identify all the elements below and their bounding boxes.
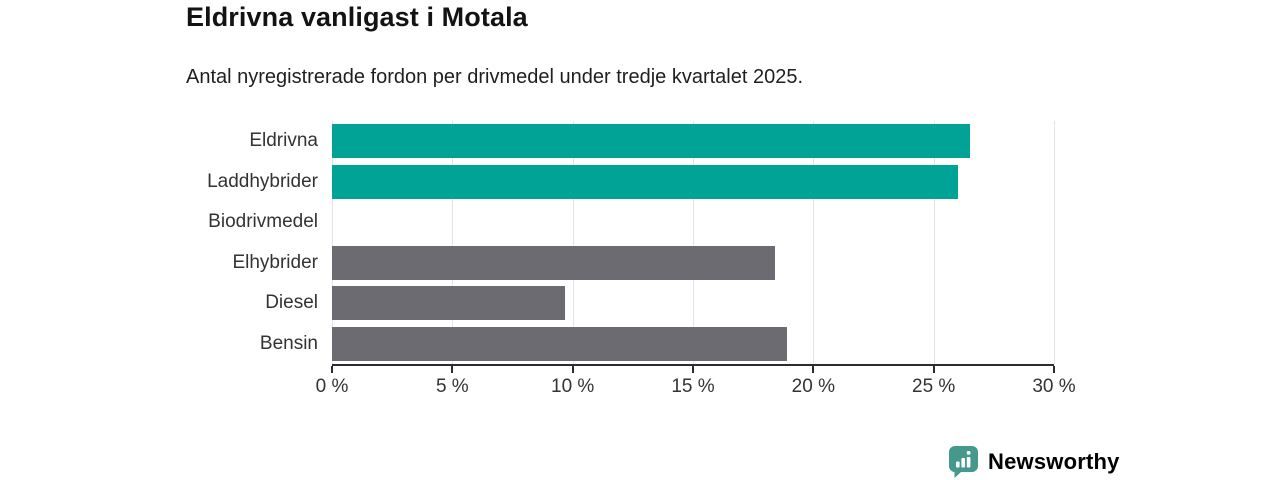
plot-area (332, 121, 1055, 366)
bar-diesel (332, 286, 566, 321)
bar-row (332, 162, 1054, 203)
chart-subtitle: Antal nyregistrerade fordon per drivmede… (186, 66, 804, 88)
bar-row (332, 283, 1054, 324)
bar-elhybrider (332, 245, 775, 280)
bar-eldrivna (332, 124, 970, 159)
x-tick-label: 30 % (1032, 376, 1076, 397)
x-tick-label: 25 % (912, 376, 956, 397)
x-tick-label: 20 % (791, 376, 835, 397)
bar-row (332, 243, 1054, 284)
bar-bensin (332, 326, 787, 361)
gridline (813, 121, 815, 364)
axis-tick (331, 366, 333, 373)
category-label: Laddhybrider (207, 170, 318, 192)
bar-row (332, 202, 1054, 243)
gridline (572, 121, 574, 364)
bar-laddhybrider (332, 164, 958, 199)
x-tick-label: 10 % (551, 376, 595, 397)
category-labels: Eldrivna Laddhybrider Biodrivmedel Elhybrid… (0, 121, 318, 364)
newsworthy-wordmark: Newsworthy (988, 448, 1120, 474)
x-tick-label: 15 % (671, 376, 715, 397)
bar-row (332, 121, 1054, 162)
category-label: Elhybrider (232, 251, 318, 273)
gridline (933, 121, 935, 364)
axis-tick (451, 366, 454, 373)
x-tick-label: 5 % (435, 376, 469, 397)
bar-row (332, 324, 1054, 365)
axis-tick (692, 366, 694, 373)
gridline (693, 121, 694, 364)
chart-title: Eldrivna vanligast i Motala (186, 2, 528, 32)
category-label: Bensin (259, 332, 318, 354)
axis-tick (812, 366, 815, 373)
x-tick-label: 0 % (315, 376, 349, 397)
category-label: Diesel (265, 292, 318, 313)
axis-tick (571, 366, 574, 373)
newsworthy-icon (948, 446, 978, 478)
gridline (452, 121, 454, 364)
gridline (1054, 121, 1055, 364)
category-label: Eldrivna (249, 130, 318, 151)
x-axis: 0 % 5 % 10 % 15 % 20 % 25 % 30 % (316, 366, 1076, 400)
newsworthy-logo: Newsworthy (948, 445, 1120, 478)
axis-tick (932, 366, 935, 373)
category-label: Biodrivmedel (208, 211, 318, 232)
axis-tick (1053, 366, 1055, 373)
gridline (332, 121, 333, 364)
